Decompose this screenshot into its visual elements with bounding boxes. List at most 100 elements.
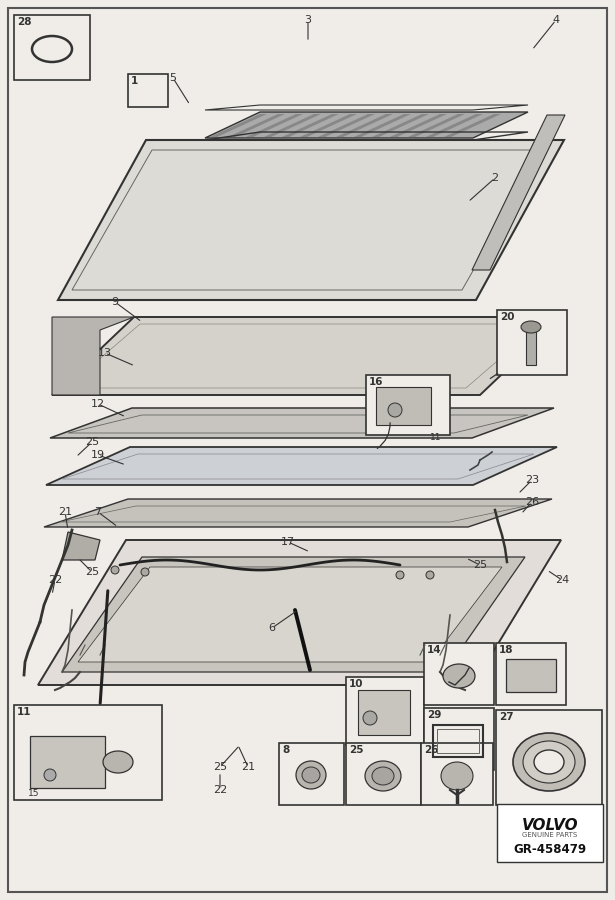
Text: 25: 25 bbox=[85, 567, 99, 577]
Ellipse shape bbox=[521, 321, 541, 333]
Text: 28: 28 bbox=[17, 17, 31, 27]
Polygon shape bbox=[62, 557, 525, 672]
Polygon shape bbox=[426, 114, 483, 137]
Circle shape bbox=[396, 571, 404, 579]
Text: 2: 2 bbox=[491, 173, 499, 183]
Text: 4: 4 bbox=[552, 15, 560, 25]
Bar bbox=[128, 74, 168, 107]
Text: 12: 12 bbox=[91, 399, 105, 409]
Ellipse shape bbox=[513, 733, 585, 791]
Text: 25: 25 bbox=[85, 437, 99, 447]
Polygon shape bbox=[354, 114, 411, 137]
Circle shape bbox=[388, 403, 402, 417]
Text: 11: 11 bbox=[430, 433, 442, 442]
Circle shape bbox=[111, 566, 119, 574]
Bar bbox=[437, 729, 479, 753]
Bar bbox=[358, 690, 410, 735]
Ellipse shape bbox=[441, 762, 473, 790]
Polygon shape bbox=[336, 114, 393, 137]
Polygon shape bbox=[38, 540, 561, 685]
Text: 1: 1 bbox=[131, 76, 138, 86]
Bar bbox=[14, 15, 90, 80]
Text: 9: 9 bbox=[111, 297, 119, 307]
Bar bbox=[14, 705, 162, 800]
Text: 21: 21 bbox=[58, 507, 72, 517]
Polygon shape bbox=[390, 114, 447, 137]
Polygon shape bbox=[210, 114, 267, 137]
Text: 22: 22 bbox=[48, 575, 62, 585]
Text: 20: 20 bbox=[500, 312, 515, 322]
Text: 3: 3 bbox=[304, 15, 312, 25]
Text: 22: 22 bbox=[213, 785, 227, 795]
Text: 27: 27 bbox=[499, 712, 514, 722]
Polygon shape bbox=[282, 114, 339, 137]
Polygon shape bbox=[205, 112, 528, 138]
Bar bbox=[279, 743, 344, 805]
Text: 11: 11 bbox=[17, 707, 31, 717]
Bar bbox=[346, 743, 421, 805]
Ellipse shape bbox=[296, 761, 326, 789]
Polygon shape bbox=[78, 567, 502, 662]
Polygon shape bbox=[228, 114, 285, 137]
Ellipse shape bbox=[372, 767, 394, 785]
Text: GR-458479: GR-458479 bbox=[514, 843, 587, 856]
Polygon shape bbox=[246, 114, 303, 137]
Bar bbox=[526, 330, 536, 365]
Polygon shape bbox=[444, 114, 501, 137]
Bar bbox=[376, 387, 431, 425]
Text: 23: 23 bbox=[525, 475, 539, 485]
Text: 14: 14 bbox=[427, 645, 442, 655]
Bar bbox=[424, 643, 494, 705]
Bar bbox=[506, 659, 556, 692]
Polygon shape bbox=[52, 317, 562, 395]
Polygon shape bbox=[318, 114, 375, 137]
Text: 19: 19 bbox=[91, 450, 105, 460]
Text: 15: 15 bbox=[28, 789, 39, 798]
Bar bbox=[496, 643, 566, 705]
Polygon shape bbox=[62, 532, 100, 560]
Polygon shape bbox=[264, 114, 321, 137]
Polygon shape bbox=[300, 114, 357, 137]
Bar bbox=[30, 736, 105, 788]
Polygon shape bbox=[372, 114, 429, 137]
Polygon shape bbox=[46, 447, 557, 485]
Polygon shape bbox=[52, 317, 134, 395]
Bar bbox=[497, 310, 567, 375]
Text: 16: 16 bbox=[369, 377, 384, 387]
Ellipse shape bbox=[534, 750, 564, 774]
Bar bbox=[421, 743, 493, 805]
Text: 17: 17 bbox=[281, 537, 295, 547]
Polygon shape bbox=[472, 115, 565, 270]
Ellipse shape bbox=[103, 751, 133, 773]
Bar bbox=[497, 804, 603, 862]
Bar bbox=[433, 725, 483, 757]
Text: 13: 13 bbox=[98, 348, 112, 358]
Text: 8: 8 bbox=[282, 745, 289, 755]
Text: 24: 24 bbox=[555, 575, 569, 585]
Text: 25: 25 bbox=[213, 762, 227, 772]
Text: 25: 25 bbox=[349, 745, 363, 755]
Bar bbox=[366, 375, 450, 435]
Bar bbox=[346, 677, 424, 745]
Text: 10: 10 bbox=[349, 679, 363, 689]
Text: VOLVO: VOLVO bbox=[522, 818, 578, 833]
Ellipse shape bbox=[302, 767, 320, 783]
Polygon shape bbox=[50, 408, 554, 438]
Bar bbox=[496, 710, 602, 805]
Text: 21: 21 bbox=[241, 762, 255, 772]
Circle shape bbox=[141, 568, 149, 576]
Ellipse shape bbox=[523, 741, 575, 783]
Text: GENUINE PARTS: GENUINE PARTS bbox=[522, 832, 577, 838]
Bar bbox=[424, 708, 494, 770]
Ellipse shape bbox=[365, 761, 401, 791]
Circle shape bbox=[426, 571, 434, 579]
Ellipse shape bbox=[443, 664, 475, 688]
Text: 25: 25 bbox=[473, 560, 487, 570]
Polygon shape bbox=[408, 114, 465, 137]
Text: 26: 26 bbox=[424, 745, 438, 755]
Text: 18: 18 bbox=[499, 645, 514, 655]
Text: 5: 5 bbox=[170, 73, 177, 83]
Text: 26: 26 bbox=[525, 497, 539, 507]
Circle shape bbox=[363, 711, 377, 725]
Polygon shape bbox=[58, 140, 564, 300]
